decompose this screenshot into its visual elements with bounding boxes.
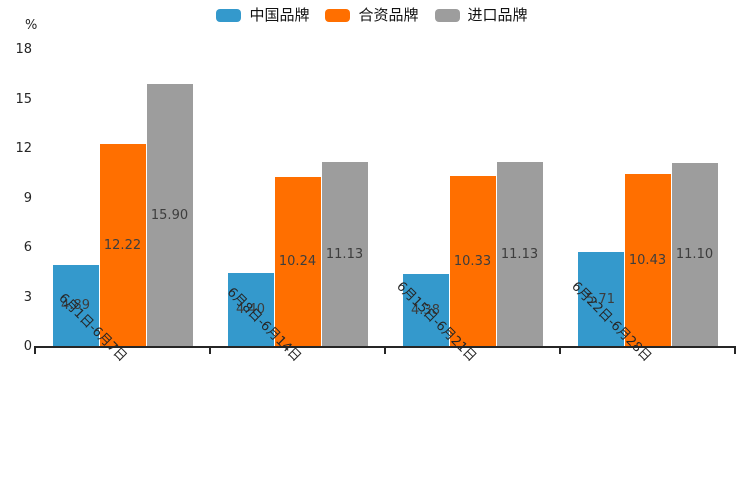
bar-合资品牌-6月22日-6月28日: 10.43	[624, 174, 671, 346]
bar-中国品牌-6月8日-6月14日: 4.40	[227, 273, 274, 346]
bar-value-label: 4.38	[411, 302, 440, 318]
legend-item-1[interactable]: 合资品牌	[325, 6, 419, 24]
y-axis-unit-label: %	[25, 18, 38, 33]
y-axis-tick-label: 15	[15, 91, 32, 107]
legend-item-0[interactable]: 中国品牌	[216, 8, 309, 23]
bar-value-label: 10.43	[628, 252, 667, 268]
bar-进口品牌-6月22日-6月28日: 11.10	[671, 163, 718, 346]
legend-label: 合资品牌	[358, 6, 419, 24]
x-axis-tick-mark	[384, 348, 386, 354]
legend-swatch-icon	[434, 9, 460, 22]
bar-value-label: 4.89	[61, 298, 90, 313]
bar-value-label: 15.90	[150, 207, 189, 223]
bar-合资品牌-6月1日-6月7日: 12.22	[99, 144, 146, 346]
y-axis-tick-label: 0	[23, 339, 32, 354]
bar-中国品牌-6月15日-6月21日: 4.38	[402, 274, 449, 346]
bar-value-label: 11.10	[675, 247, 714, 262]
legend-label: 中国品牌	[249, 6, 310, 24]
bar-合资品牌-6月8日-6月14日: 10.24	[274, 177, 321, 346]
bar-中国品牌-6月22日-6月28日: 5.71	[577, 252, 624, 346]
x-axis-tick-mark	[734, 348, 736, 354]
bar-value-label: 10.24	[278, 254, 317, 269]
bar-value-label: 11.13	[325, 246, 364, 262]
y-axis-tick-label: 18	[15, 42, 32, 57]
bar-进口品牌-6月15日-6月21日: 11.13	[496, 162, 543, 346]
y-axis-tick-label: 12	[15, 141, 32, 156]
bar-value-label: 10.33	[453, 253, 492, 269]
bar-value-label: 5.71	[586, 291, 615, 307]
bar-进口品牌-6月1日-6月7日: 15.90	[146, 84, 193, 346]
x-axis-tick-mark	[209, 348, 211, 354]
bar-进口品牌-6月8日-6月14日: 11.13	[321, 162, 368, 346]
y-axis-tick-label: 6	[23, 240, 32, 255]
legend-swatch-icon	[216, 9, 242, 22]
x-axis-tick-mark	[34, 348, 36, 354]
y-axis-tick-label: 3	[23, 289, 32, 305]
legend-swatch-icon	[325, 9, 351, 22]
legend: 中国品牌 合资品牌 进口品牌	[0, 8, 744, 23]
x-axis-line	[34, 346, 736, 348]
bar-value-label: 4.40	[236, 302, 265, 317]
y-axis-tick-label: 9	[23, 190, 32, 206]
bar-value-label: 11.13	[500, 246, 539, 262]
legend-item-2[interactable]: 进口品牌	[434, 6, 528, 24]
bar-合资品牌-6月15日-6月21日: 10.33	[449, 176, 496, 346]
bar-中国品牌-6月1日-6月7日: 4.89	[52, 265, 99, 346]
x-axis-tick-mark	[559, 348, 561, 354]
legend-label: 进口品牌	[467, 6, 528, 24]
bar-value-label: 12.22	[103, 237, 142, 253]
